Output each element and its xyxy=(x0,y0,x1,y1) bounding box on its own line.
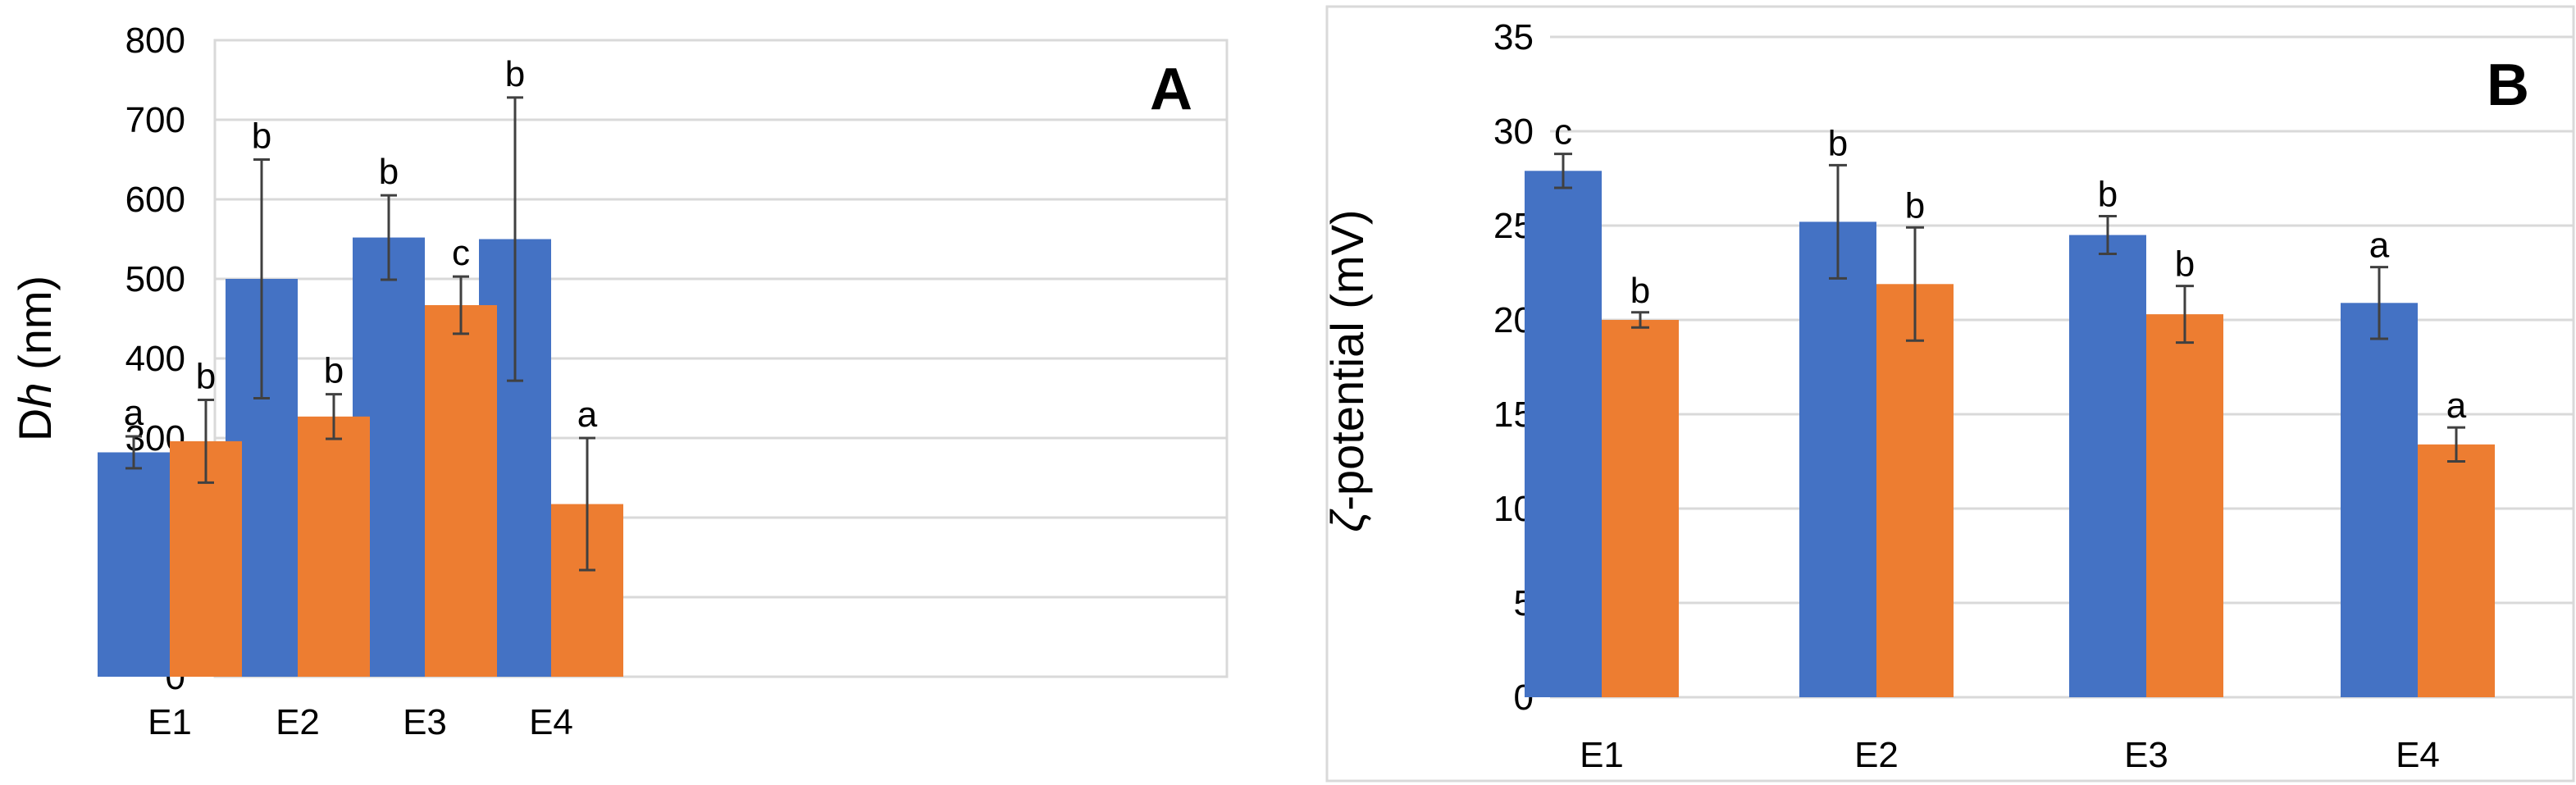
significance-letter: b xyxy=(324,351,344,391)
panel-a-error-bars xyxy=(125,96,595,572)
y-tick-label: 600 xyxy=(125,180,185,220)
panel-b-plot-frame xyxy=(1325,5,2575,783)
y-tick-label: 400 xyxy=(125,339,185,379)
significance-letter: b xyxy=(379,152,399,192)
bar-series-1 xyxy=(2069,235,2146,697)
x-category-label: E1 xyxy=(148,702,192,742)
significance-letter: b xyxy=(505,54,525,94)
significance-letter: a xyxy=(124,393,144,433)
bar-series-2 xyxy=(2146,314,2223,697)
significance-letter: c xyxy=(1554,112,1572,153)
panel-b-bars xyxy=(1525,171,2495,698)
y-tick-label: 35 xyxy=(1493,17,1534,57)
significance-letter: b xyxy=(1630,271,1650,311)
error-bar xyxy=(453,275,469,335)
x-category-label: E3 xyxy=(403,702,447,742)
error-bar xyxy=(1906,226,1924,342)
bar-series-1 xyxy=(98,452,170,677)
error-bar xyxy=(579,436,595,572)
panel-a-category-labels: E1 E2 E3 E4 xyxy=(148,702,573,742)
error-bar xyxy=(253,158,270,399)
error-bar xyxy=(381,194,397,281)
bar-series-2 xyxy=(2418,444,2495,697)
error-bar xyxy=(1829,163,1847,280)
panel-b-error-bars xyxy=(1554,153,2465,463)
error-bar xyxy=(507,96,523,382)
panel-a-y-axis-label: Dh (nm) xyxy=(9,276,61,441)
panel-b-y-axis-label: ζ-potential (mV) xyxy=(1321,209,1373,532)
significance-letter: b xyxy=(1828,123,1848,163)
bar-series-2 xyxy=(298,416,370,677)
panel-b-letter: B xyxy=(2487,52,2529,118)
significance-letter: b xyxy=(252,116,271,157)
x-category-label: E2 xyxy=(1854,735,1899,775)
panel-b-category-labels: E1 E2 E3 E4 xyxy=(1580,735,2440,775)
significance-letter: c xyxy=(452,233,470,273)
x-category-label: E4 xyxy=(2396,735,2440,775)
y-tick-label: 30 xyxy=(1493,112,1534,152)
panel-b-significance-letters: c b b a b b b a xyxy=(1554,112,2467,426)
significance-letter: b xyxy=(2175,244,2195,285)
error-bar xyxy=(1631,311,1649,329)
y-tick-label: 700 xyxy=(125,100,185,140)
bar-series-1 xyxy=(1799,221,1876,697)
y-tick-label: 500 xyxy=(125,259,185,299)
x-category-label: E1 xyxy=(1580,735,1624,775)
panel-a-letter: A xyxy=(1150,57,1192,122)
significance-letter: a xyxy=(577,395,598,435)
error-bar xyxy=(2176,285,2194,345)
error-bar xyxy=(2370,266,2388,340)
bar-series-2 xyxy=(1602,320,1679,697)
significance-letter: b xyxy=(196,356,216,396)
significance-letter: a xyxy=(2369,226,2390,266)
panel-a-significance-letters: a b b b b b c a xyxy=(124,54,598,435)
y-tick-label: 800 xyxy=(125,21,185,61)
x-category-label: E3 xyxy=(2124,735,2168,775)
significance-letter: b xyxy=(2098,175,2118,215)
bar-series-1 xyxy=(1525,171,1602,698)
error-bar xyxy=(2447,426,2465,463)
error-bar xyxy=(125,435,142,470)
panel-a-bars xyxy=(98,237,623,677)
x-category-label: E4 xyxy=(529,702,573,742)
error-bar xyxy=(1554,153,1572,189)
x-category-label: E2 xyxy=(276,702,320,742)
significance-letter: a xyxy=(2446,386,2467,426)
bar-series-2 xyxy=(1876,284,1954,697)
bar-series-1 xyxy=(2341,303,2418,697)
error-bar xyxy=(326,393,342,440)
bar-series-2 xyxy=(425,305,497,677)
error-bar xyxy=(198,398,214,484)
significance-letter: b xyxy=(1905,185,1925,226)
error-bar xyxy=(2099,215,2117,255)
